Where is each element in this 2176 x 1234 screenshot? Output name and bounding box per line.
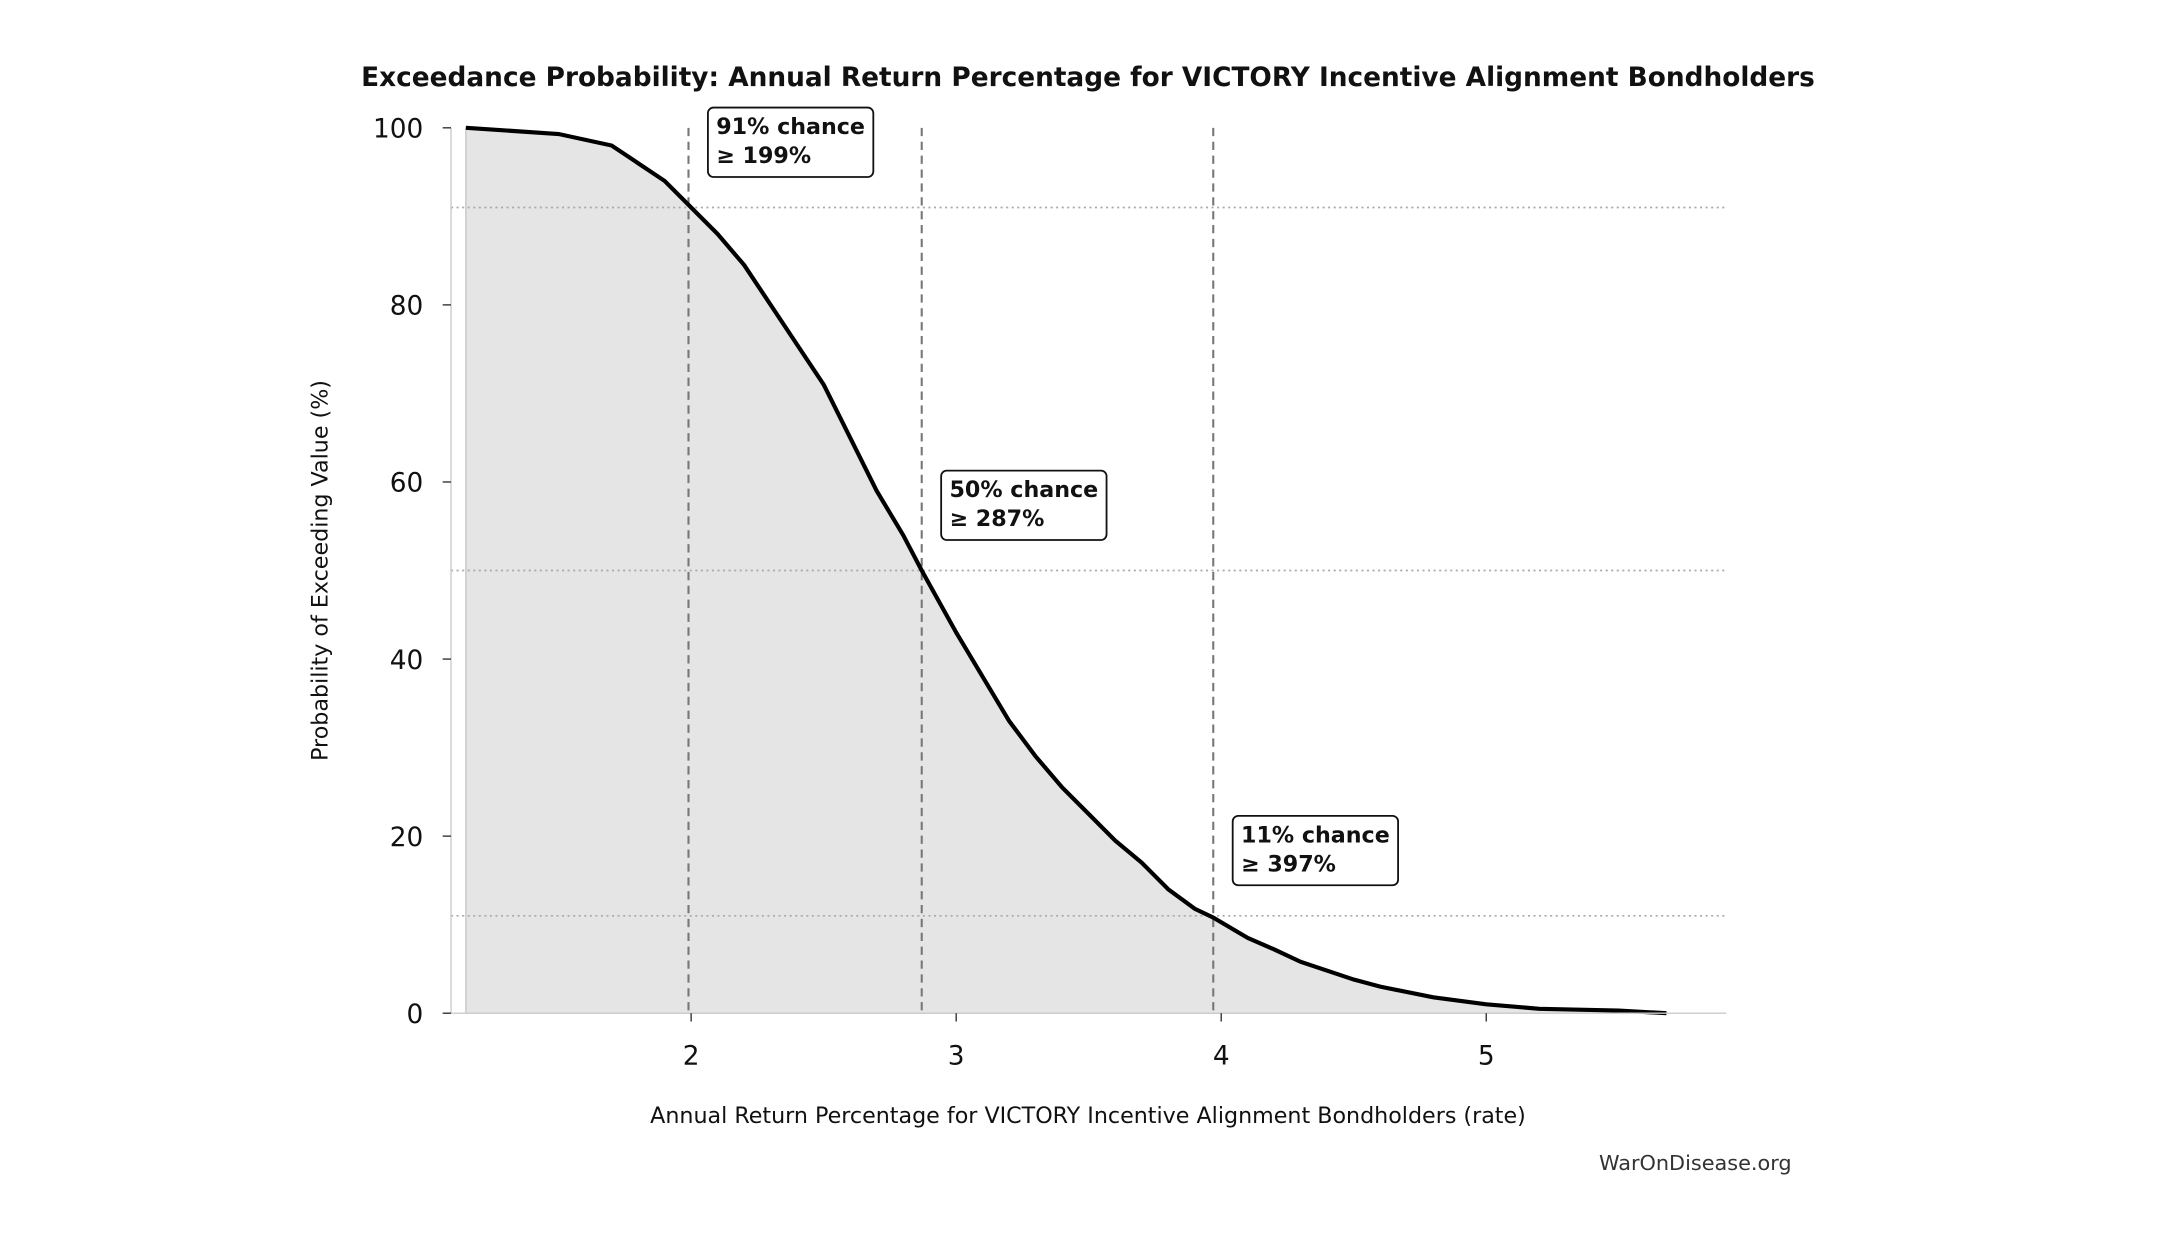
annotation: 50% chance ≥ 287% [940,469,1108,541]
annotation-text: 50% chance [949,477,1098,503]
annotation: 91% chance ≥ 199% [707,106,875,178]
y-tick-label: 100 [373,115,423,145]
x-tick-label: 4 [1213,1042,1230,1072]
annotation-text: 11% chance [1241,822,1390,848]
y-tick-label: 0 [406,1000,423,1030]
annotation-text: ≥ 199% [716,143,811,169]
y-tick-label: 80 [390,292,424,322]
annotation: 11% chance ≥ 397% [1231,814,1399,887]
annotation-text: ≥ 287% [949,506,1044,532]
x-axis-label: Annual Return Percentage for VICTORY Inc… [650,1103,1526,1129]
curve [465,125,1667,1016]
y-axis-label: Probability of Exceeding Value (%) [308,380,334,761]
annotation-box [940,469,1108,541]
chart-title: Exceedance Probability: Annual Return Pe… [361,63,1815,93]
y-tick-label: 20 [390,823,424,853]
annotation-box [707,106,875,178]
x-tick-label: 2 [683,1042,700,1072]
x-tick-label: 5 [1478,1042,1495,1072]
y-tick-label: 60 [390,469,424,499]
source-credit: WarOnDisease.org [1599,1151,1792,1175]
annotation-box [1231,814,1399,887]
x-tick-label: 3 [948,1042,965,1072]
annotation-text: ≥ 397% [1241,851,1336,877]
annotation-text: 91% chance [716,114,865,140]
y-tick-label: 40 [390,646,424,676]
